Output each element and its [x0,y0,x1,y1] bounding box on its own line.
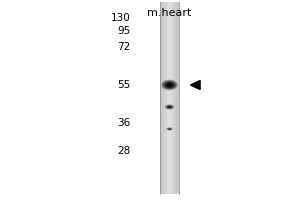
Ellipse shape [168,128,171,130]
Ellipse shape [167,83,172,87]
Text: 55: 55 [117,80,130,90]
Ellipse shape [161,80,178,90]
Ellipse shape [166,105,173,109]
Bar [168,2,169,194]
Bar [167,2,168,194]
Ellipse shape [163,81,176,89]
Bar [162,2,163,194]
Ellipse shape [167,128,172,130]
Ellipse shape [164,104,175,110]
Bar [160,2,161,194]
Ellipse shape [169,128,170,130]
Ellipse shape [167,128,172,130]
Text: 36: 36 [117,118,130,128]
Ellipse shape [167,83,172,87]
Text: 130: 130 [111,13,130,23]
Ellipse shape [166,127,173,131]
Ellipse shape [165,105,174,109]
Ellipse shape [167,128,172,130]
Text: 28: 28 [117,146,130,156]
Bar [175,2,176,194]
Bar [169,2,170,194]
Ellipse shape [161,79,178,90]
Bar [165,2,166,194]
Bar [163,2,164,194]
Ellipse shape [168,128,171,130]
Bar [175,2,176,194]
Bar [177,2,178,194]
Ellipse shape [168,106,171,108]
Ellipse shape [166,83,173,87]
Ellipse shape [168,128,171,130]
Ellipse shape [168,84,171,86]
Ellipse shape [167,128,172,130]
Ellipse shape [163,81,176,89]
Bar [171,2,172,194]
Bar [174,2,175,194]
Ellipse shape [166,105,173,109]
Bar [160,2,179,194]
Text: 72: 72 [117,42,130,52]
Bar [176,2,177,194]
Ellipse shape [168,106,171,108]
Ellipse shape [168,84,171,86]
Ellipse shape [167,105,172,109]
Ellipse shape [165,105,174,109]
Bar [173,2,174,194]
Ellipse shape [168,106,171,108]
Ellipse shape [162,80,177,90]
Bar [164,2,165,194]
Ellipse shape [166,127,173,131]
Ellipse shape [164,81,175,89]
Ellipse shape [167,106,172,108]
Ellipse shape [168,106,171,108]
Bar [166,2,167,194]
Ellipse shape [165,104,174,110]
Ellipse shape [167,106,172,108]
Ellipse shape [168,128,171,130]
Text: m.heart: m.heart [147,8,192,18]
Bar [178,2,179,194]
Bar [172,2,173,194]
Polygon shape [190,81,200,89]
Ellipse shape [164,82,175,88]
Ellipse shape [167,83,172,87]
Bar [170,2,171,194]
Bar [161,2,162,194]
Ellipse shape [165,82,174,88]
Ellipse shape [166,127,173,131]
Text: 95: 95 [117,26,130,36]
